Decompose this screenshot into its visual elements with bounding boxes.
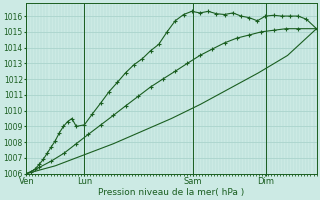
X-axis label: Pression niveau de la mer( hPa ): Pression niveau de la mer( hPa ) [98, 188, 244, 197]
